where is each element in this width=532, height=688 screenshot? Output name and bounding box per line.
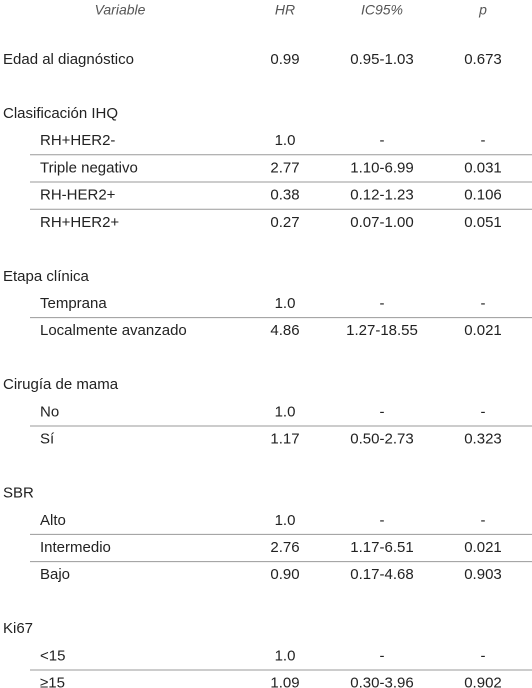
- cell: 0.323: [464, 431, 502, 448]
- cell: 1.27-18.55: [346, 322, 418, 339]
- cell: -: [380, 647, 385, 664]
- cell: 0.38: [270, 187, 299, 204]
- cell: 1.0: [275, 403, 296, 420]
- row-label: Sí: [40, 431, 55, 448]
- header-cell: HR: [275, 2, 295, 18]
- row-label: Alto: [40, 512, 66, 529]
- cell: 1.10-6.99: [350, 159, 413, 176]
- section-label: Edad al diagnóstico: [3, 51, 134, 68]
- cell: 1.0: [275, 295, 296, 312]
- section-label: Etapa clínica: [3, 268, 90, 285]
- cell: 0.30-3.96: [350, 675, 413, 688]
- cell: 0.673: [464, 51, 502, 68]
- cell: 0.051: [464, 214, 502, 231]
- cell: -: [380, 132, 385, 149]
- row-label: RH+HER2-: [40, 132, 115, 149]
- cell: 0.021: [464, 322, 502, 339]
- cell: -: [481, 647, 486, 664]
- cell: 1.0: [275, 512, 296, 529]
- cell: 2.76: [270, 539, 299, 556]
- cell: -: [481, 512, 486, 529]
- section-label: Cirugía de mama: [3, 376, 119, 393]
- row-label: No: [40, 403, 59, 420]
- row-label: ≥15: [40, 675, 65, 688]
- row-label: <15: [40, 647, 65, 664]
- header-cell: Variable: [95, 2, 146, 18]
- section-label: Ki67: [3, 620, 33, 637]
- cell: 4.86: [270, 322, 299, 339]
- cell: 0.902: [464, 675, 502, 688]
- cell: -: [481, 403, 486, 420]
- row-label: Temprana: [40, 295, 107, 312]
- row-label: Localmente avanzado: [40, 322, 187, 339]
- cell: -: [481, 295, 486, 312]
- section-label: Clasificación IHQ: [3, 105, 118, 122]
- cell: 0.903: [464, 566, 502, 583]
- row-label: Bajo: [40, 566, 70, 583]
- cell: 0.106: [464, 187, 502, 204]
- cell: 0.031: [464, 159, 502, 176]
- cell: -: [380, 295, 385, 312]
- cell: 0.27: [270, 214, 299, 231]
- header-cell: IC95%: [361, 2, 403, 18]
- row-label: Intermedio: [40, 539, 111, 556]
- cell: 0.95-1.03: [350, 51, 413, 68]
- row-label: RH-HER2+: [40, 187, 116, 204]
- cell: 0.17-4.68: [350, 566, 413, 583]
- section-label: SBR: [3, 485, 34, 502]
- cell: -: [380, 512, 385, 529]
- cell: 0.021: [464, 539, 502, 556]
- cell: -: [380, 403, 385, 420]
- cell: 1.0: [275, 132, 296, 149]
- cell: 2.77: [270, 159, 299, 176]
- cell: 0.12-1.23: [350, 187, 413, 204]
- cell: 1.0: [275, 647, 296, 664]
- row-label: Triple negativo: [40, 159, 138, 176]
- row-label: RH+HER2+: [40, 214, 119, 231]
- cell: 0.07-1.00: [350, 214, 413, 231]
- cell: 1.17-6.51: [350, 539, 413, 556]
- header-cell: p: [478, 2, 487, 18]
- cell: 1.17: [270, 431, 299, 448]
- cell: 1.09: [270, 675, 299, 688]
- cell: 0.50-2.73: [350, 431, 413, 448]
- cell: 0.90: [270, 566, 299, 583]
- cell: -: [481, 132, 486, 149]
- cell: 0.99: [270, 51, 299, 68]
